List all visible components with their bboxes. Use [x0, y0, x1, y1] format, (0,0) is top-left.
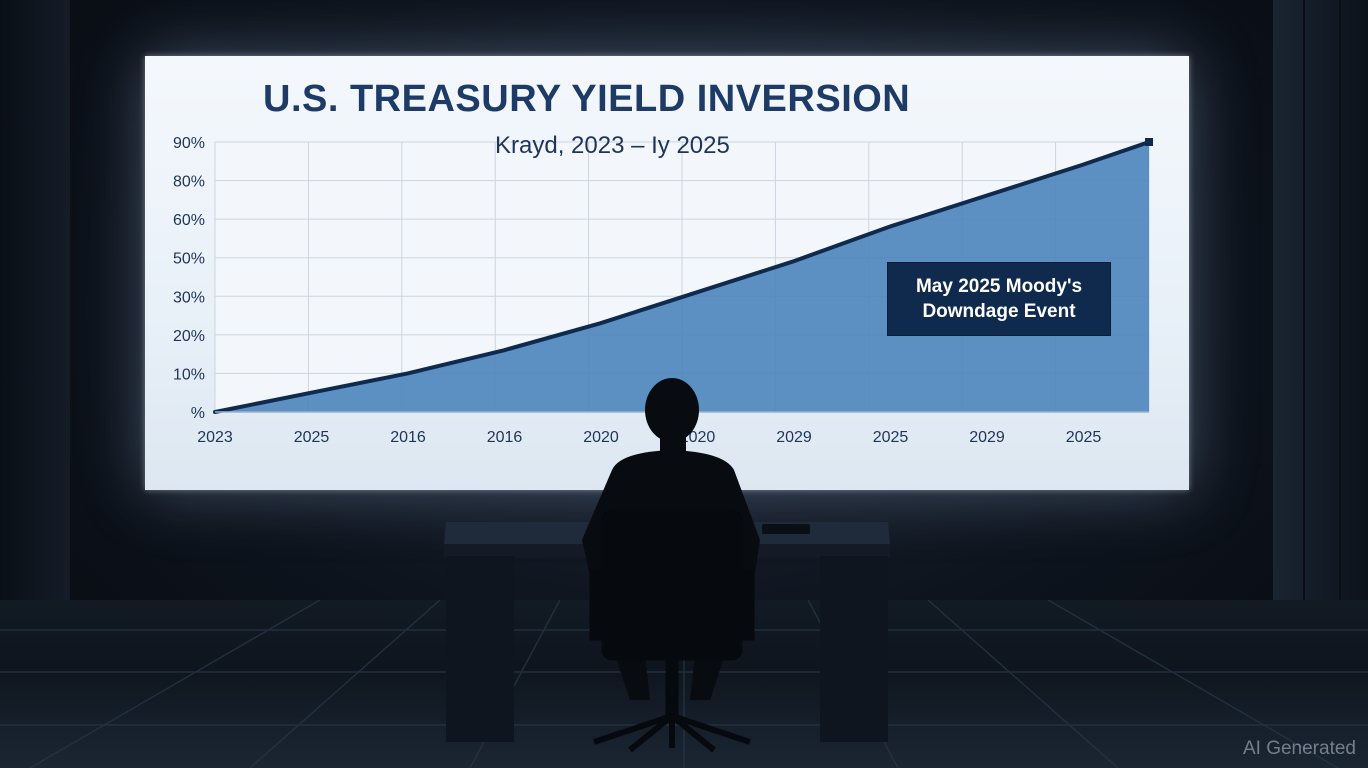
x-tick-label: 2025: [873, 429, 909, 446]
y-tick-label: 90%: [173, 135, 205, 152]
y-tick-label: 30%: [173, 289, 205, 306]
y-tick-label: 80%: [173, 174, 205, 191]
desk: [444, 522, 890, 742]
chart-subtitle: Krayd, 2023 – Iy 2025: [495, 132, 730, 159]
office-chair: [589, 509, 755, 753]
x-tick-label: 2029: [776, 429, 812, 446]
y-tick-label: 50%: [173, 251, 205, 268]
series-line: [213, 140, 1151, 414]
y-tick-label: 20%: [173, 328, 205, 345]
chart-title: U.S. TREASURY YIELD INVERSION: [263, 78, 911, 120]
ai-generated-watermark: AI Generated: [1242, 738, 1356, 759]
y-tick-label: 10%: [173, 366, 205, 383]
left-wall: [0, 0, 70, 640]
callout-line-2: Downdage Event: [922, 301, 1076, 322]
callout-line-1: May 2025 Moody's: [915, 276, 1083, 297]
wall-panel-seam: [1303, 0, 1305, 640]
x-tick-label: 2029: [969, 429, 1005, 446]
x-tick-label: 2025: [1066, 429, 1102, 446]
y-tick-label: 60%: [173, 212, 205, 229]
series-end-marker: [1145, 138, 1153, 146]
x-tick-label: 2016: [390, 429, 426, 446]
area-fill: [215, 142, 1149, 412]
y-tick-label: %: [191, 405, 205, 422]
x-tick-label: 2025: [294, 429, 330, 446]
x-tick-label: 2016: [487, 429, 523, 446]
right-wall: [1273, 0, 1368, 640]
event-callout-box: May 2025 Moody's Downdage Event: [887, 262, 1111, 336]
x-tick-label: 2023: [197, 429, 233, 446]
x-tick-label: 2020: [583, 429, 619, 446]
wall-panel-seam: [1339, 0, 1341, 640]
